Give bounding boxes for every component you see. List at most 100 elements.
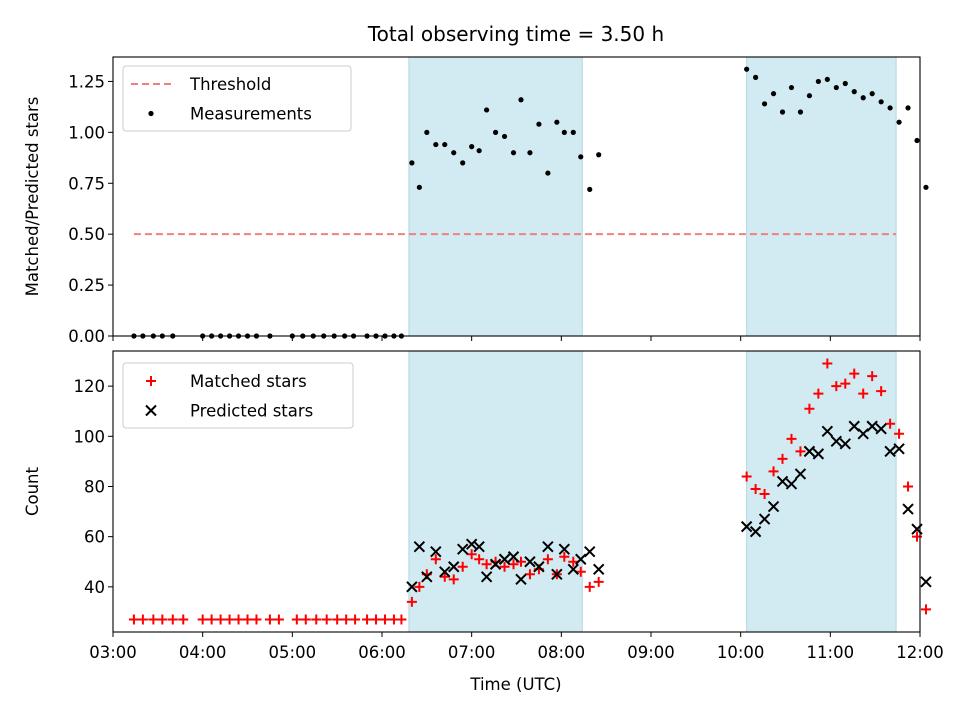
measurement-point [424, 129, 430, 135]
matched-star-point [524, 569, 535, 580]
measurement-point [442, 141, 448, 148]
measurement-point [753, 74, 759, 80]
y-tick-label: 100 [74, 427, 106, 446]
matched-star-point [321, 614, 332, 625]
y-tick-label: 40 [84, 578, 105, 597]
matched-star-point [264, 614, 275, 625]
matched-star-point [371, 614, 382, 625]
y-tick-label: 1.25 [68, 72, 105, 91]
measurement-point [788, 84, 795, 91]
observing-window [746, 56, 897, 337]
matched-star-point [593, 576, 604, 587]
chart-title: Total observing time = 3.50 h [367, 22, 664, 46]
predicted-star-point [893, 443, 905, 455]
predicted-star-point [421, 571, 433, 583]
matched-star-point [575, 566, 586, 577]
matched-star-point [206, 614, 217, 625]
predicted-star-point [439, 566, 451, 578]
matched-star-point [242, 614, 253, 625]
matched-star-point [858, 388, 869, 399]
measurement-point [797, 109, 804, 115]
matched-star-point [178, 614, 189, 625]
measurement-point [851, 89, 857, 95]
matched-star-point [341, 614, 352, 625]
matched-star-point [146, 376, 156, 386]
measurement-point [761, 101, 768, 107]
measurement-point [501, 133, 508, 140]
predicted-star-point [489, 558, 502, 570]
matched-star-point [795, 446, 806, 457]
matched-star-point [466, 549, 477, 560]
measurement-point [842, 80, 848, 87]
measurement-point [833, 84, 839, 91]
legend: Threshold Measurements [122, 65, 352, 132]
predicted-star-point [812, 448, 825, 460]
measurement-point [484, 107, 490, 113]
measurement-point [570, 129, 576, 135]
measurement-point [860, 95, 866, 101]
matched-star-point [197, 614, 208, 625]
predicted-star-point [456, 543, 469, 555]
top-panel: 0.00 0.25 0.50 0.75 1.00 1.25 Matched/Predicte… [23, 56, 929, 346]
x-tick-label: 11:00 [807, 643, 855, 662]
matched-star-point [568, 556, 579, 567]
measurement-point [824, 76, 830, 83]
measurement-point [460, 160, 466, 166]
x-tick-label: 04:00 [179, 643, 227, 662]
y-tick-label: 120 [74, 377, 106, 396]
predicted-star-point [473, 540, 485, 553]
predicted-star-point [575, 553, 587, 565]
predicted-star-point [567, 563, 579, 575]
predicted-star-point [480, 571, 493, 583]
matched-star-point [128, 614, 139, 625]
legend-label: Matched stars [190, 372, 307, 391]
predicted-star-point [465, 538, 478, 550]
x-axis-label: Time (UTC) [469, 675, 561, 694]
measurement-point [587, 186, 593, 192]
predicted-star-point [902, 503, 914, 515]
predicted-star-point [803, 445, 816, 458]
matched-star-point [849, 368, 860, 379]
measurement-point [779, 109, 786, 115]
matched-star-point [233, 614, 244, 625]
measurement-point [492, 129, 499, 135]
legend-label: Threshold [189, 75, 271, 94]
y-tick-label: 0.25 [68, 276, 105, 295]
legend-label: Predicted stars [190, 402, 313, 421]
matched-star-point [584, 581, 595, 592]
matched-star-point [559, 551, 570, 562]
y-tick-label: 0.50 [68, 225, 105, 244]
y-axis-label: Matched/Predicted stars [23, 97, 42, 297]
y-tick-label: 0.75 [68, 174, 105, 193]
predicted-star-point [821, 425, 834, 437]
predicted-star-point [848, 420, 860, 432]
predicted-star-point [785, 478, 798, 490]
predicted-star-point [515, 573, 527, 586]
measurement-point [527, 150, 533, 156]
measurement-point [806, 93, 813, 99]
predicted-star-point [448, 561, 460, 573]
measurement-point [896, 119, 902, 125]
measurement-point [469, 144, 475, 150]
legend: Matched stars Predicted stars [122, 362, 354, 429]
matched-star-point [885, 418, 896, 429]
predicted-star-point [884, 445, 896, 458]
legend-box [122, 65, 352, 132]
measurement-point [554, 119, 560, 125]
measurement-point [744, 66, 750, 72]
measurement-point [878, 99, 884, 105]
axes-frame [112, 350, 921, 633]
predicted-star-point [875, 423, 887, 435]
measurement-point [578, 154, 584, 160]
y-axis-label: Count [23, 466, 42, 516]
matched-star-point [350, 614, 361, 625]
matched-star-point [894, 428, 905, 439]
x-tick-label: 03:00 [89, 643, 137, 662]
matched-star-point [768, 466, 779, 477]
measurement-point [510, 150, 517, 156]
matched-star-point [137, 614, 148, 625]
matched-star-point [759, 489, 770, 500]
matched-star-point [157, 614, 168, 625]
predicted-star-point [830, 435, 843, 448]
y-tick-label: 1.00 [68, 123, 105, 142]
